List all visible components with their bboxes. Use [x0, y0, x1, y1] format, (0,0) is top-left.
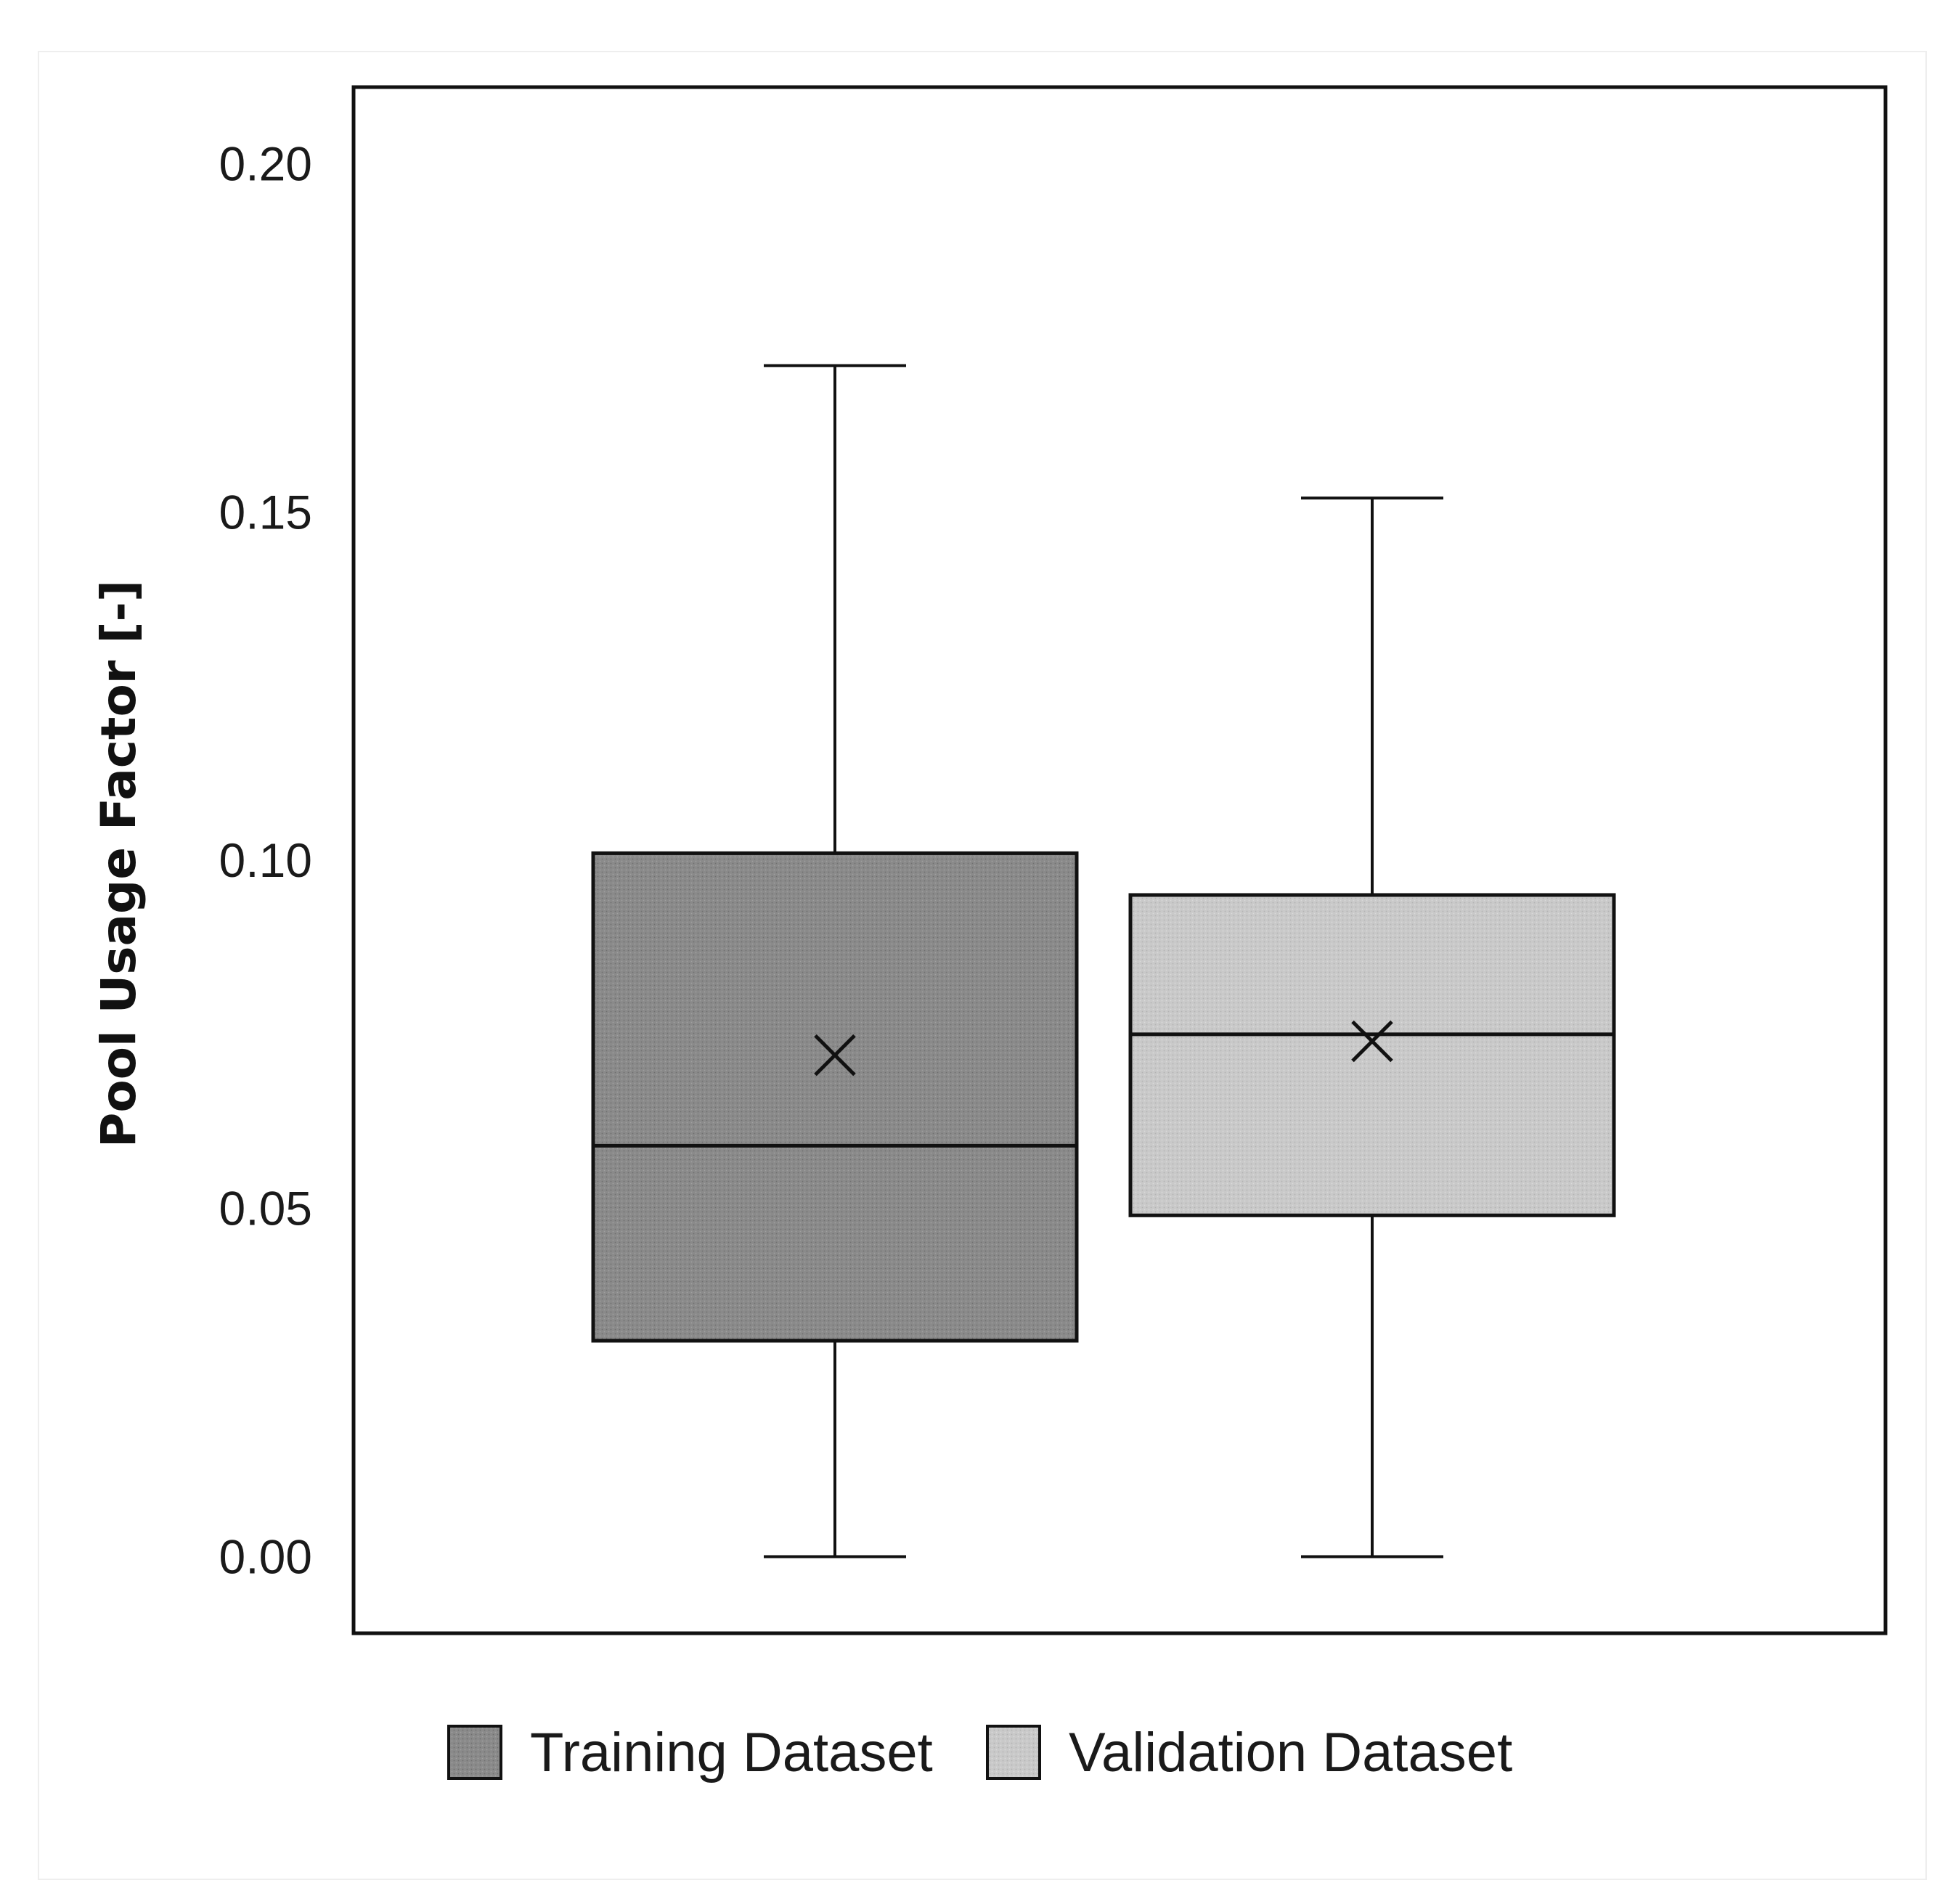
plot-area-border	[351, 85, 1888, 1635]
legend-swatch	[447, 1725, 502, 1780]
y-tick-label: 0.15	[219, 485, 312, 539]
figure-frame	[38, 51, 1927, 1880]
y-tick-label: 0.00	[219, 1529, 312, 1583]
box-group	[1128, 497, 1616, 1558]
iqr-box	[1128, 893, 1616, 1217]
y-tick-label: 0.10	[219, 833, 312, 887]
legend-label: Training Dataset	[530, 1722, 933, 1784]
boxes	[591, 364, 1616, 1558]
iqr-box	[591, 851, 1079, 1343]
mean-marker	[1351, 1020, 1393, 1063]
box-group	[591, 364, 1079, 1558]
legend-swatch	[986, 1725, 1041, 1780]
y-axis-ticks: 0.00 0.05 0.10 0.15 0.20	[219, 137, 312, 1584]
legend-label: Validation Dataset	[1069, 1722, 1512, 1784]
legend: Training Dataset Validation Dataset	[447, 1722, 1512, 1784]
y-tick-label: 0.05	[219, 1182, 312, 1235]
mean-marker	[814, 1034, 856, 1076]
y-axis-title: Pool Usage Factor [-]	[91, 580, 147, 1148]
y-tick-label: 0.20	[219, 137, 312, 191]
